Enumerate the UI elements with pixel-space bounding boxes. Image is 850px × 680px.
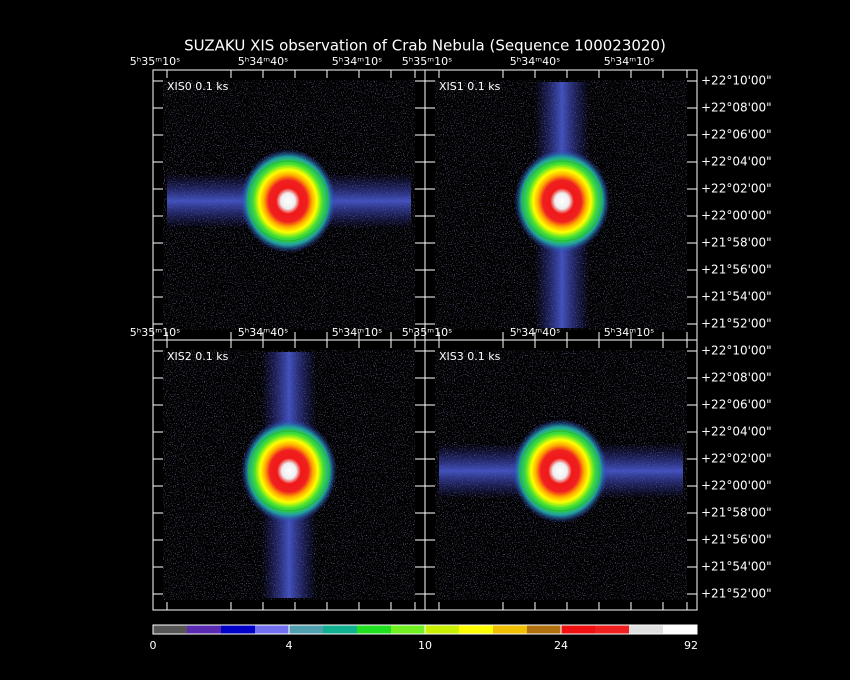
ra-label: 5ʰ34ᵐ40ˢ [238,55,288,68]
ra-label: 5ʰ34ᵐ40ˢ [510,326,560,339]
panel-label: XIS3 0.1 ks [439,350,501,363]
extraction-region [247,160,329,242]
dec-label: +22°08'00" [701,101,772,115]
dec-label: +21°58'00" [701,236,772,250]
extraction-region [519,430,601,512]
colorbar-segment [561,625,596,634]
colorbar-segment [459,625,494,634]
colorbar-segment [493,625,528,634]
source-image [514,149,610,253]
colorbar-tick-label: 92 [684,639,698,652]
dec-label: +22°02'00" [701,182,772,196]
dec-label: +21°52'00" [701,587,772,601]
dec-label: +22°00'00" [701,209,772,223]
ra-label: 5ʰ34ᵐ10ˢ [604,55,654,68]
colorbar-segment [255,625,290,634]
ra-label: 5ʰ35ᵐ10ˢ [402,55,452,68]
dec-label: +21°56'00" [701,263,772,277]
colorbar-segment [357,625,392,634]
colorbar-tick-label: 10 [418,639,432,652]
dec-label: +22°10'00" [701,74,772,88]
colorbar-segment [221,625,256,634]
colorbar-segment [323,625,358,634]
dec-label: +22°10'00" [701,344,772,358]
ra-label: 5ʰ35ᵐ10ˢ [130,326,180,339]
panel-frame [424,339,698,611]
dec-label: +21°56'00" [701,533,772,547]
ra-label: 5ʰ34ᵐ40ˢ [510,55,560,68]
ra-label: 5ʰ34ᵐ10ˢ [332,55,382,68]
source-image [241,419,337,523]
dec-label: +22°06'00" [701,128,772,142]
colorbar-segment [425,625,460,634]
ra-label: 5ʰ34ᵐ10ˢ [604,326,654,339]
extraction-region [248,430,330,512]
dec-label: +21°54'00" [701,560,772,574]
ra-label: 5ʰ35ᵐ10ˢ [402,326,452,339]
ra-label: 5ʰ35ᵐ10ˢ [130,55,180,68]
dec-label: +22°00'00" [701,479,772,493]
dec-label: +22°04'00" [701,155,772,169]
dec-label: +22°04'00" [701,425,772,439]
ra-label: 5ʰ34ᵐ40ˢ [238,326,288,339]
panel-label: XIS0 0.1 ks [167,80,229,93]
colorbar-segment [153,625,188,634]
colorbar-segment [663,625,698,634]
ra-label: 5ʰ34ᵐ10ˢ [332,326,382,339]
dec-label: +21°52'00" [701,317,772,331]
colorbar-segment [595,625,630,634]
source-image [512,419,608,523]
dec-label: +21°54'00" [701,290,772,304]
colorbar-segment [527,625,562,634]
panel-label: XIS2 0.1 ks [167,350,229,363]
extraction-region [521,160,603,242]
colorbar-tick-label: 0 [150,639,157,652]
figure-title: SUZAKU XIS observation of Crab Nebula (S… [184,37,666,55]
colorbar-tick-label: 24 [554,639,568,652]
colorbar-segment [391,625,426,634]
source-image [240,149,336,253]
dec-label: +21°58'00" [701,506,772,520]
panel-label: XIS1 0.1 ks [439,80,501,93]
dec-label: +22°08'00" [701,371,772,385]
dec-label: +22°06'00" [701,398,772,412]
colorbar-segment [629,625,664,634]
colorbar-tick-label: 4 [286,639,293,652]
colorbar-segment [289,625,324,634]
dec-label: +22°02'00" [701,452,772,466]
colorbar-segment [187,625,222,634]
